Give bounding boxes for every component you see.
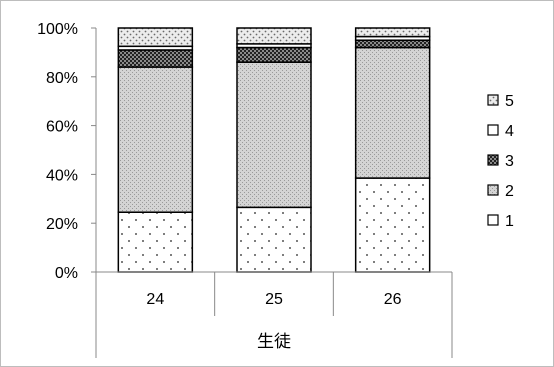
y-tick-label: 20% [46,216,78,233]
x-tick-label: 26 [384,291,402,308]
bar-segment [117,211,194,273]
bar-segment [354,46,431,179]
bar-segment [117,27,194,48]
y-tick-label: 0% [55,265,78,282]
bar-segment [354,177,431,273]
bar-segment [236,46,312,63]
legend-swatch [487,94,499,106]
legend-swatch [487,154,499,166]
legend-label: 3 [505,153,514,170]
x-group-label: 生徒 [257,332,291,351]
bar-segment [354,39,431,49]
bar-segment [236,206,312,273]
y-tick-label: 100% [37,21,78,38]
bar-segment [354,27,431,38]
legend-label: 1 [505,213,514,230]
bar-segment [236,27,312,45]
bar-segment [117,49,194,68]
y-tick-label: 60% [46,119,78,136]
legend-label: 2 [505,183,514,200]
y-tick-label: 80% [46,70,78,87]
legend-swatch [487,184,499,196]
legend-swatch [487,214,499,226]
bar-segment [236,61,312,209]
legend-label: 5 [505,93,514,110]
x-tick-label: 24 [146,291,164,308]
legend-swatch [487,124,499,136]
x-tick-label: 25 [265,291,283,308]
legend-label: 4 [505,123,514,140]
y-tick-label: 40% [46,167,78,184]
bar-segment [117,66,194,213]
